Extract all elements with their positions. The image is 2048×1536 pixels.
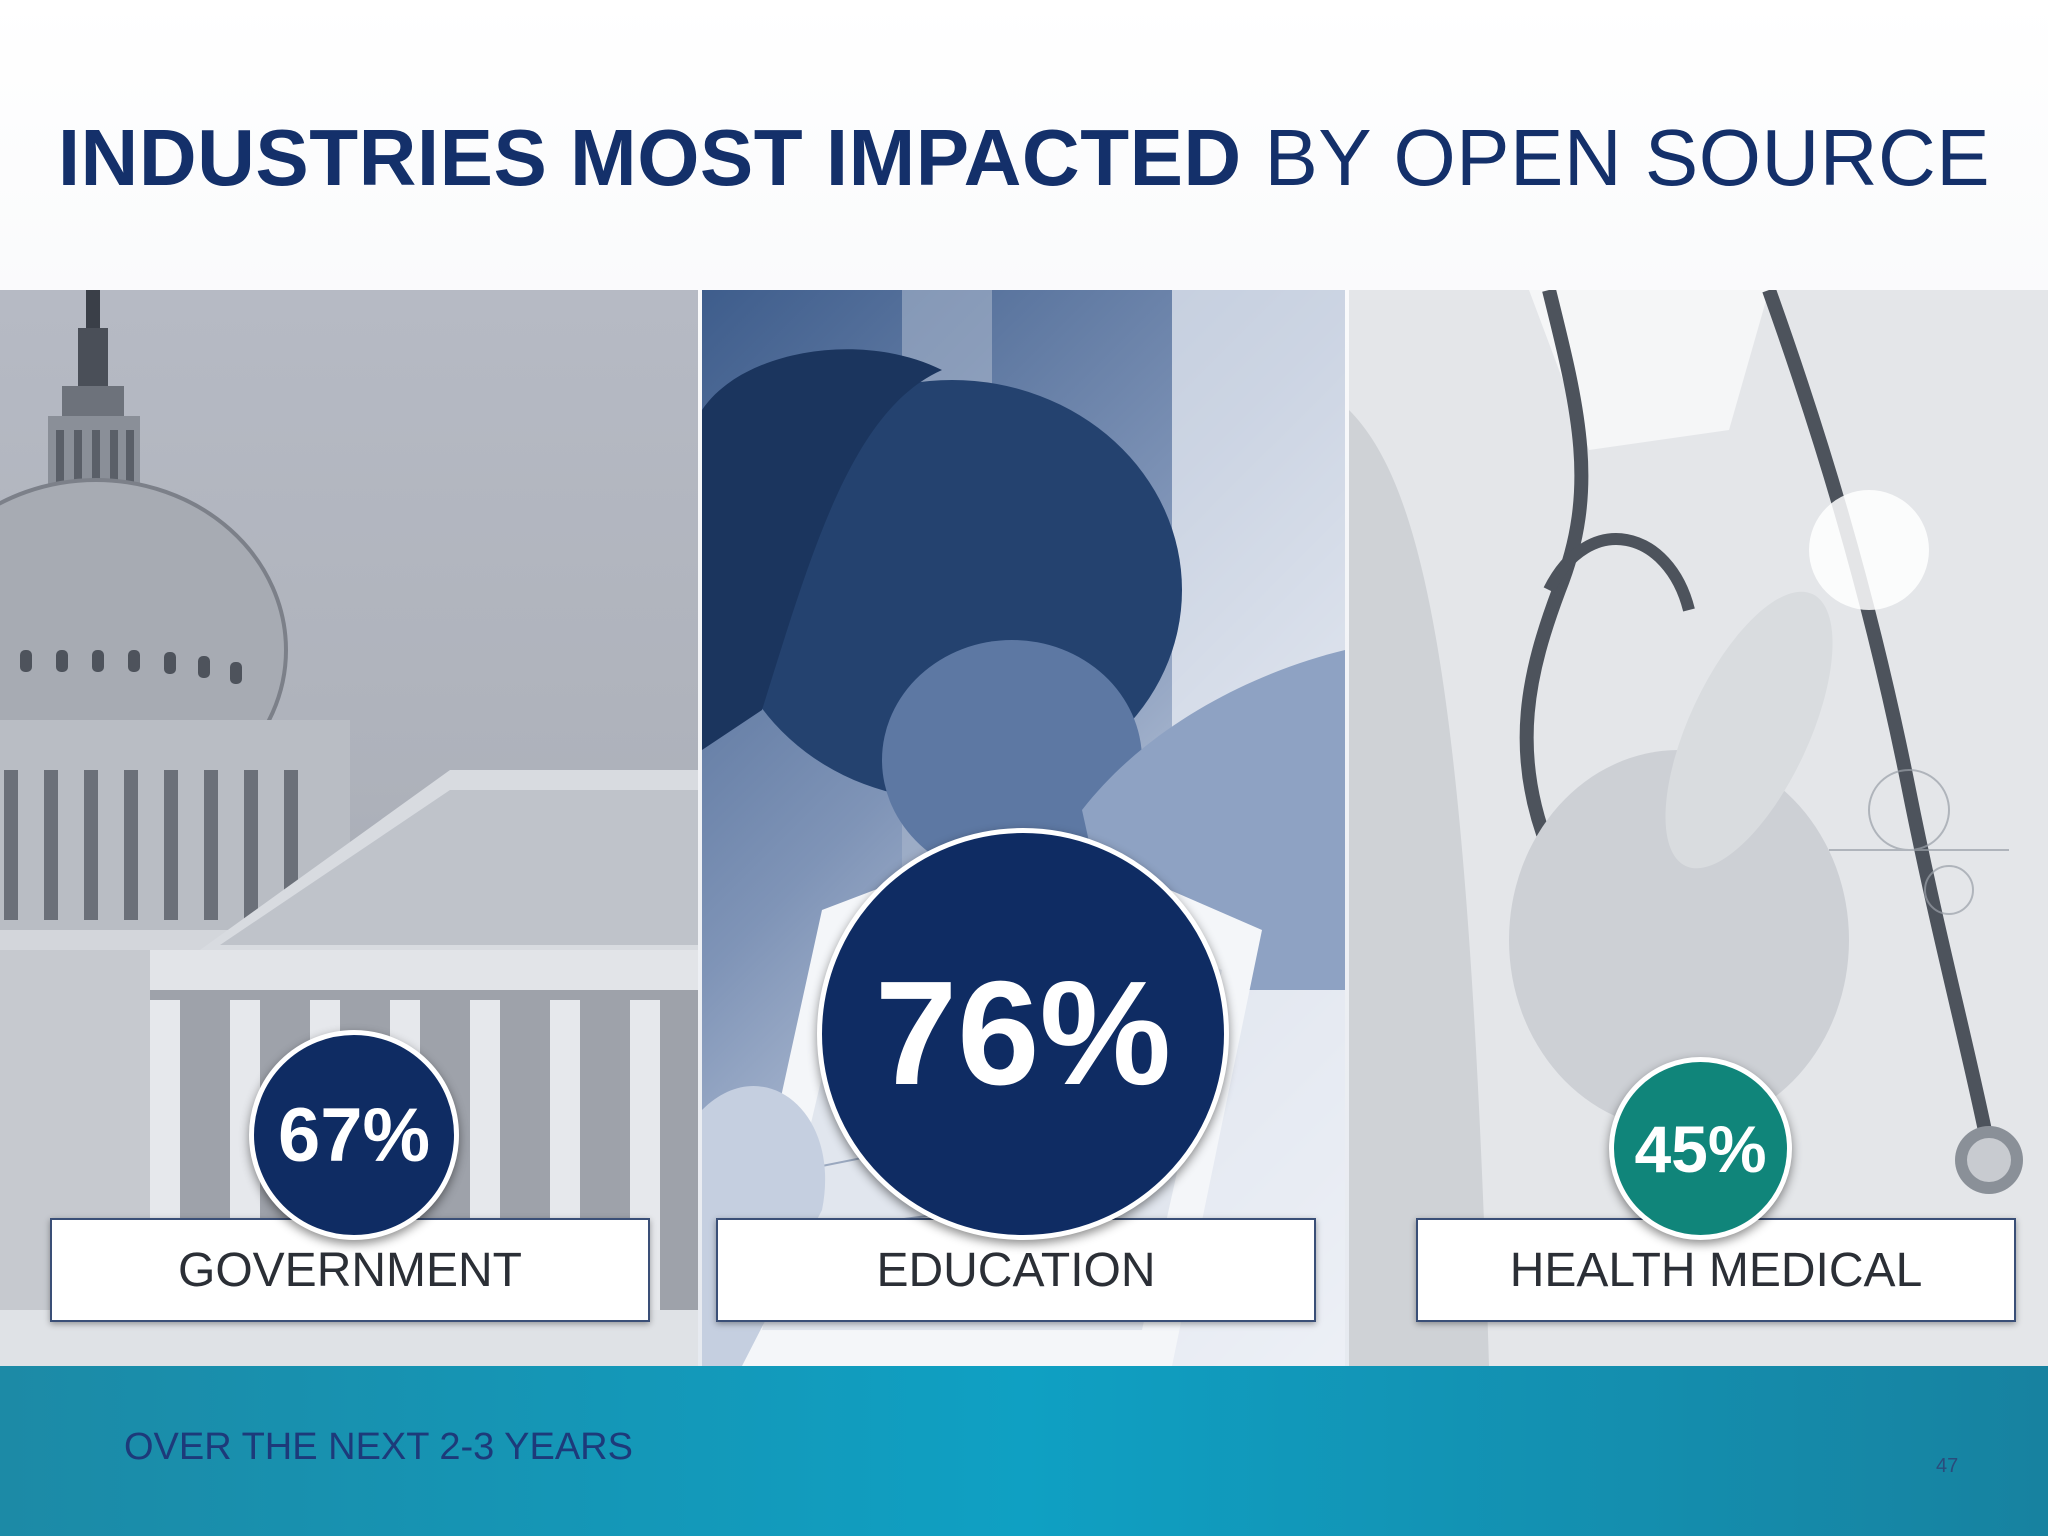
value-circle-government: 67%: [249, 1030, 459, 1240]
title-bold: INDUSTRIES MOST IMPACTED: [57, 113, 1242, 202]
value-label-health-medical: 45%: [1634, 1111, 1767, 1186]
footer-bar: [0, 1366, 2048, 1536]
title-regular: BY OPEN SOURCE: [1264, 113, 1991, 202]
footnote: OVER THE NEXT 2-3 YEARS: [124, 1426, 633, 1468]
page-number: 47: [1936, 1455, 1959, 1477]
value-circle-health-medical: 45%: [1609, 1057, 1792, 1240]
category-label-health-medical: HEALTH MEDICAL: [1416, 1218, 2016, 1322]
value-label-education: 76%: [874, 951, 1172, 1116]
slide-title: INDUSTRIES MOST IMPACTED BY OPEN SOURCE: [0, 112, 2048, 204]
value-label-government: 67%: [277, 1092, 431, 1178]
value-circle-education: 76%: [817, 828, 1229, 1240]
